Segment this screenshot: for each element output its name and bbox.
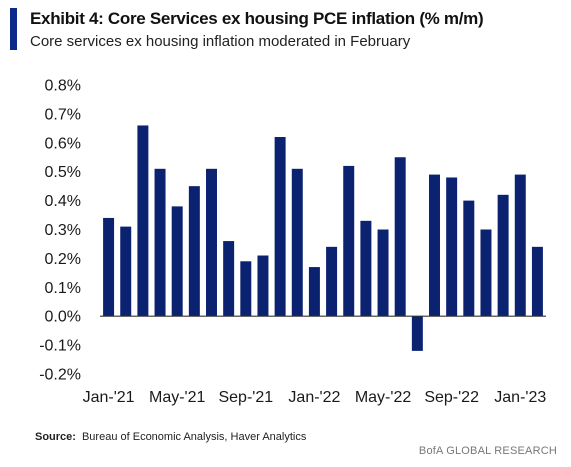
y-axis-ticks: 0.8% 0.7% 0.6% 0.5% 0.4% 0.3% 0.2% 0.1% 0.0% -0.1…	[39, 78, 81, 384]
bar-Jun-'21	[188, 186, 200, 317]
bar-Jul-'21	[206, 168, 217, 317]
bar-Mar-'21	[137, 125, 149, 317]
x-tick-label: Jan-'22	[288, 389, 340, 406]
y-tick-label: 0.0%	[45, 309, 81, 326]
y-tick-label: 0.4%	[45, 193, 81, 210]
y-tick-label: 0.5%	[45, 164, 81, 181]
bar-May-'21	[171, 206, 183, 317]
bar-Oct-'22	[463, 200, 475, 317]
x-axis-ticks: Jan-'21 May-'21 Sep-'21 Jan-'22 May-'22 Sep-'…	[83, 389, 547, 406]
x-tick-label: Sep-'22	[424, 389, 479, 406]
bar-Dec-'22	[497, 194, 509, 317]
bar-Jan-'22	[308, 267, 320, 317]
title-accent-bar	[10, 8, 17, 50]
bar-Jan-'21	[103, 217, 115, 317]
x-tick-label: May-'21	[149, 389, 206, 406]
y-tick-label: -0.1%	[39, 338, 81, 355]
y-tick-label: 0.6%	[45, 135, 81, 152]
bar-Aug-'22	[429, 174, 440, 317]
bar-Mar-'22	[343, 165, 355, 317]
source-label: Source:	[35, 431, 76, 443]
bar-Aug-'21	[223, 241, 235, 317]
bar-Sep-'21	[240, 261, 252, 317]
bar-chart: 0.8% 0.7% 0.6% 0.5% 0.4% 0.3% 0.2% 0.1% 0.0% -0.1…	[39, 78, 547, 407]
bar-Feb-'23	[531, 246, 543, 317]
brand-label: BofA GLOBAL RESEARCH	[418, 445, 557, 457]
x-tick-label: May-'22	[355, 389, 412, 406]
x-tick-label: Jan-'23	[494, 389, 546, 406]
y-tick-label: 0.7%	[45, 106, 81, 123]
bar-Jul-'22	[411, 316, 423, 351]
y-tick-label: 0.8%	[45, 78, 81, 95]
bar-Nov-'22	[480, 229, 492, 317]
chart-title: Exhibit 4: Core Services ex housing PCE …	[30, 9, 484, 28]
bar-Nov-'21	[274, 137, 286, 317]
y-tick-label: 0.3%	[45, 222, 81, 239]
bar-Apr-'21	[154, 168, 166, 317]
bar-Feb-'22	[326, 246, 338, 317]
y-tick-label: 0.1%	[45, 280, 81, 297]
source-text: Bureau of Economic Analysis, Haver Analy…	[81, 431, 307, 443]
bar-Jan-'23	[514, 174, 526, 317]
bar-Oct-'21	[257, 255, 269, 317]
bar-Sep-'22	[446, 177, 458, 317]
bar-Dec-'21	[291, 168, 303, 317]
bar-Jun-'22	[394, 157, 406, 317]
bar-May-'22	[377, 229, 389, 317]
x-tick-label: Jan-'21	[83, 389, 135, 406]
bar-Apr-'22	[360, 220, 372, 317]
chart-subtitle: Core services ex housing inflation moder…	[30, 33, 411, 50]
y-tick-label: -0.2%	[39, 367, 81, 384]
bar-Feb-'21	[120, 226, 132, 317]
y-tick-label: 0.2%	[45, 251, 81, 268]
x-tick-label: Sep-'21	[218, 389, 273, 406]
bars-group	[103, 125, 543, 351]
source-note: Source: Bureau of Economic Analysis, Have…	[35, 431, 306, 443]
